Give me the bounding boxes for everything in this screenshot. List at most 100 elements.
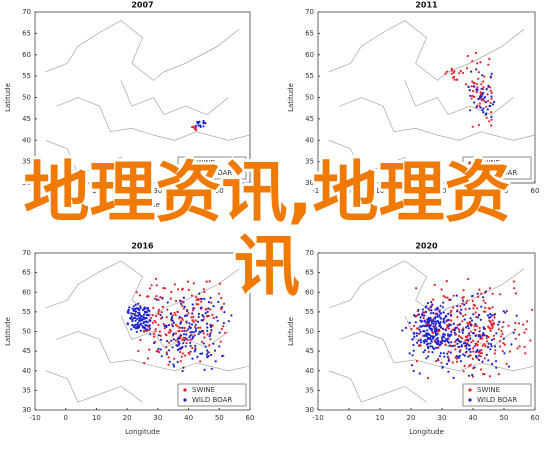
y-tick-label: 40 <box>305 136 314 144</box>
outbreak-dot <box>429 342 432 345</box>
outbreak-dot <box>459 305 462 308</box>
outbreak-dot <box>443 321 446 324</box>
outbreak-dot <box>172 363 175 366</box>
outbreak-dot <box>429 324 432 327</box>
outbreak-dot <box>193 331 196 334</box>
outbreak-dot <box>145 324 148 327</box>
outbreak-dot <box>178 347 181 350</box>
outbreak-dot <box>483 357 486 360</box>
outbreak-dot <box>439 326 442 329</box>
outbreak-dot <box>422 351 425 354</box>
outbreak-dot <box>204 122 207 125</box>
outbreak-dot <box>444 296 447 299</box>
outbreak-dot <box>193 334 196 337</box>
outbreak-dot <box>200 319 203 322</box>
outbreak-dot <box>514 321 517 325</box>
outbreak-dot <box>191 330 194 334</box>
outbreak-dot <box>479 335 482 339</box>
outbreak-dot <box>489 75 492 78</box>
outbreak-dot <box>469 94 472 97</box>
outbreak-dot <box>470 341 473 344</box>
outbreak-dot <box>480 368 483 371</box>
outbreak-dot <box>187 351 190 354</box>
outbreak-dot <box>170 323 174 326</box>
outbreak-dot <box>439 304 442 307</box>
x-tick-label: -10 <box>312 187 323 195</box>
outbreak-dot <box>427 317 430 320</box>
x-tick-label: 10 <box>92 414 101 422</box>
outbreak-dot <box>210 328 213 332</box>
outbreak-dot <box>143 308 146 311</box>
outbreak-dot <box>196 355 199 358</box>
outbreak-dot <box>485 88 488 91</box>
outbreak-dot <box>491 362 494 366</box>
outbreak-dot <box>181 288 184 291</box>
outbreak-dot <box>486 340 489 343</box>
outbreak-dot <box>187 312 190 315</box>
outbreak-dot <box>505 309 508 313</box>
outbreak-dot <box>181 326 184 329</box>
outbreak-dot <box>135 330 138 333</box>
outbreak-dot <box>178 342 181 345</box>
outbreak-dot <box>481 74 484 77</box>
outbreak-dot <box>469 109 472 112</box>
outbreak-dot <box>485 112 488 115</box>
outbreak-dot <box>465 326 468 329</box>
outbreak-dot <box>200 297 203 300</box>
outbreak-dot <box>179 351 182 354</box>
outbreak-dot <box>178 315 181 319</box>
outbreak-dot <box>194 124 197 127</box>
outbreak-dot <box>524 352 527 355</box>
outbreak-dot <box>194 126 198 129</box>
outbreak-dot <box>197 303 200 306</box>
outbreak-dot <box>127 309 130 312</box>
outbreak-dot <box>478 349 481 352</box>
outbreak-dot <box>194 329 198 332</box>
outbreak-dot <box>471 347 474 350</box>
outbreak-dot <box>476 62 479 65</box>
outbreak-dot <box>472 82 475 85</box>
outbreak-dot <box>137 313 140 316</box>
outbreak-dot <box>188 326 191 329</box>
outbreak-dot <box>210 301 213 304</box>
outbreak-dot <box>422 316 425 320</box>
outbreak-dot <box>505 362 508 365</box>
outbreak-dot <box>192 315 195 318</box>
outbreak-dot <box>437 340 440 343</box>
outbreak-dot <box>220 327 223 331</box>
outbreak-dot <box>490 72 493 75</box>
outbreak-dot <box>422 334 425 337</box>
outbreak-dot <box>486 314 489 317</box>
country-borders <box>328 20 536 175</box>
outbreak-dot <box>412 369 415 372</box>
outbreak-dot <box>177 340 180 343</box>
outbreak-dot <box>207 351 210 354</box>
outbreak-dot <box>480 95 483 98</box>
legend-marker <box>183 161 187 165</box>
outbreak-dot <box>166 308 169 311</box>
outbreak-dot <box>185 342 188 345</box>
outbreak-dot <box>185 329 188 332</box>
outbreak-dot <box>186 338 189 342</box>
outbreak-dot <box>462 327 465 330</box>
outbreak-dot <box>489 104 492 108</box>
outbreak-dot <box>502 321 505 324</box>
outbreak-dot <box>455 339 458 342</box>
outbreak-dot <box>444 343 447 346</box>
outbreak-dot <box>433 283 436 286</box>
outbreak-dot <box>423 330 426 333</box>
outbreak-dot <box>497 328 500 331</box>
outbreak-dot <box>212 342 215 345</box>
outbreak-dot <box>464 341 467 344</box>
outbreak-dot <box>159 334 162 337</box>
outbreak-dot <box>453 70 456 73</box>
outbreak-dot <box>462 299 465 302</box>
legend-marker <box>468 161 472 165</box>
outbreak-dot <box>482 372 485 376</box>
outbreak-dot <box>498 340 501 343</box>
x-tick-label: 10 <box>92 187 101 195</box>
map-panel: 2016 -10 0 10 20 30 40 50 60 70 65 60 55 50 45 40 35 30 Lo… <box>4 242 254 437</box>
y-tick-label: 35 <box>305 158 314 166</box>
outbreak-dot <box>186 314 189 317</box>
outbreak-dot <box>180 316 184 320</box>
